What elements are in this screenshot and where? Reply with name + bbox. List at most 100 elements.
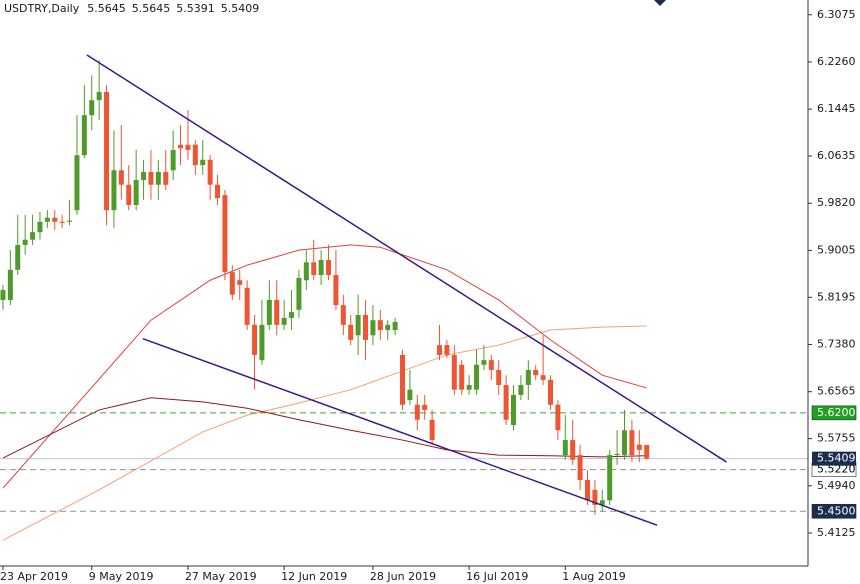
x-tick-label: 23 Apr 2019 (0, 570, 68, 583)
bid-label: 5.5409 (817, 452, 856, 465)
y-tick-label: 5.5755 (817, 432, 856, 445)
candle-body (370, 320, 376, 336)
x-tick-label: 28 Jun 2019 (370, 570, 436, 583)
candle-body (281, 317, 287, 325)
y-tick-label: 5.6565 (817, 385, 856, 398)
candle-body (170, 149, 176, 171)
candle-body (37, 221, 43, 233)
candle-body (155, 171, 161, 185)
candle-body (207, 159, 213, 185)
candle-body (518, 385, 524, 395)
candle-body (488, 360, 494, 370)
candle-body (385, 324, 391, 331)
candle-body (592, 489, 598, 505)
candle-body (289, 312, 295, 318)
candle-body (185, 144, 191, 150)
candle-body (636, 444, 642, 450)
candle-body (274, 299, 280, 325)
candle-body (437, 345, 443, 355)
candle-body (400, 354, 406, 405)
candle-body (296, 277, 302, 310)
symbol: USDTRY,Daily (4, 2, 80, 15)
candle-body (348, 324, 354, 340)
candle-body (481, 360, 487, 365)
candle-body (237, 280, 243, 285)
y-tick-label: 6.1445 (817, 102, 856, 115)
trend-line (86, 54, 728, 463)
x-tick-label: 9 May 2019 (89, 570, 154, 583)
candle-body (629, 430, 635, 456)
candle-body (178, 144, 184, 149)
level-label: 5.6200 (817, 406, 856, 419)
candle-body (126, 184, 132, 205)
y-tick-label: 5.8195 (817, 290, 856, 303)
candle-body (355, 314, 361, 336)
candle-body (511, 394, 517, 426)
candle-body (614, 453, 620, 456)
candle-body (7, 269, 13, 300)
candle-body (422, 404, 428, 410)
candle-body (141, 171, 147, 181)
candle-body (562, 440, 568, 456)
candle-body (22, 239, 28, 245)
moving-average (2, 244, 647, 489)
y-tick-label: 5.9820 (817, 196, 856, 209)
x-tick-label: 12 Jun 2019 (281, 570, 347, 583)
chart-header: USDTRY,Daily 5.5645 5.5645 5.5391 5.5409 (4, 2, 259, 15)
candle-body (192, 144, 198, 166)
low-value: 5.5391 (176, 2, 215, 15)
candle-body (244, 287, 250, 325)
candle-body (340, 305, 346, 325)
candle-body (326, 259, 332, 276)
plot-area (0, 54, 808, 541)
candle-body (577, 455, 583, 481)
candle-body (81, 115, 87, 156)
candle-body (200, 159, 206, 166)
candle-body (96, 92, 102, 101)
candle-body (0, 290, 6, 300)
y-tick-label: 5.4940 (817, 479, 856, 492)
candle-body (229, 272, 235, 295)
candle-body (215, 184, 221, 199)
y-tick-label: 6.0635 (817, 149, 856, 162)
candle-body (444, 345, 450, 355)
candle-body (104, 92, 110, 211)
candle-body (525, 369, 531, 386)
high-value: 5.5645 (132, 2, 171, 15)
candle-body (303, 262, 309, 281)
candle-body (451, 354, 457, 390)
trend-line (142, 338, 658, 526)
candle-body (44, 217, 50, 222)
candle-body (570, 440, 576, 460)
candle-body (429, 419, 435, 441)
moving-average (2, 397, 647, 459)
candle-body (311, 262, 317, 276)
candle-body (266, 299, 272, 325)
candle-body (540, 375, 546, 380)
candle-body (59, 221, 65, 223)
y-tick-label: 5.4125 (817, 526, 856, 539)
candle-body (474, 364, 480, 390)
candle-body (585, 480, 591, 501)
candle-body (133, 180, 139, 205)
x-tick-label: 1 Aug 2019 (562, 570, 625, 583)
x-tick-label: 16 Jul 2019 (466, 570, 528, 583)
candle-body (599, 500, 605, 505)
candle-body (15, 244, 21, 270)
bid-box (812, 451, 856, 466)
candle-body (503, 385, 509, 420)
y-tick-label: 5.7380 (817, 338, 856, 351)
candle-body (621, 430, 627, 456)
candle-body (607, 455, 613, 501)
candle-body (148, 171, 154, 185)
candle-body (163, 171, 169, 185)
level-label: 5.4500 (817, 504, 856, 517)
candle-body (89, 100, 95, 116)
candle-body (252, 324, 258, 355)
level-box (811, 405, 857, 421)
candle-body (459, 364, 465, 390)
candle-body (318, 259, 324, 276)
candle-body (377, 320, 383, 331)
